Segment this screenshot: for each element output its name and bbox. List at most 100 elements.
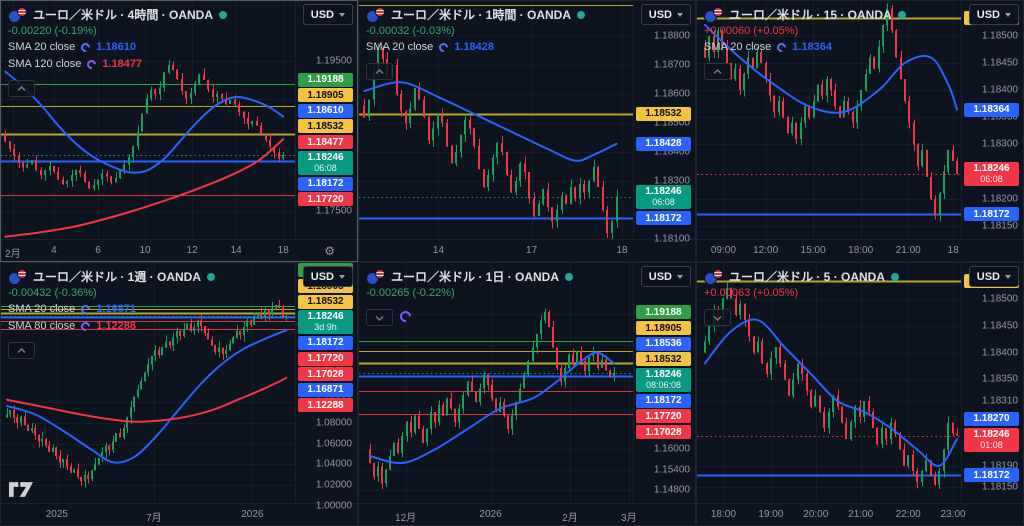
chevron-down-icon <box>375 315 384 321</box>
chart-title[interactable]: ユーロ／米ドル · 4時間 · OANDA <box>33 8 214 22</box>
chart-plot[interactable] <box>359 263 633 503</box>
time-axis[interactable]: 2025 7月 2026 <box>1 503 357 525</box>
indicator-label: SMA 20 close <box>8 41 76 53</box>
candles-svg <box>359 1 633 239</box>
currency-dropdown[interactable]: USD <box>302 266 353 287</box>
current-price-badge: 1.18246 06:08 <box>636 184 691 209</box>
price-badge: 1.16871 <box>298 382 353 397</box>
price-badge: 1.18428 <box>636 136 691 151</box>
price-badge: 1.17028 <box>298 367 353 382</box>
currency-dropdown[interactable]: USD <box>968 266 1019 287</box>
chart-title[interactable]: ユーロ／米ドル · 15 · OANDA <box>729 8 892 22</box>
indicator-value: 1.12288 <box>96 320 137 332</box>
indicator-value: 1.16871 <box>96 303 137 315</box>
indicator-row[interactable]: SMA 80 close 1.12288 <box>8 318 215 334</box>
chevron-down-icon <box>1005 274 1011 279</box>
chart-title[interactable]: ユーロ／米ドル · 1週 · OANDA <box>33 270 202 284</box>
price-badge: 1.19188 <box>636 305 691 320</box>
indicator-legend: SMA 20 close 1.18428 <box>366 39 585 55</box>
chart-plot[interactable] <box>1 1 295 239</box>
collapse-legend-button[interactable] <box>8 342 35 359</box>
indicator-loading-icon <box>79 319 93 333</box>
price-tick: 1.18350 <box>981 111 1018 123</box>
indicator-row[interactable]: SMA 20 close 1.18428 <box>366 39 585 55</box>
price-scale-settings-gear-icon[interactable]: ⚙ <box>324 244 335 258</box>
price-change: +0.00063 (+0.05%) <box>704 287 799 299</box>
chart-plot[interactable] <box>1 263 295 503</box>
price-tick: 1.15400 <box>653 464 690 476</box>
currency-dropdown[interactable]: USD <box>968 4 1019 25</box>
symbol-icon <box>366 6 385 23</box>
price-tick: 1.18150 <box>981 481 1018 493</box>
legend-fold-row <box>704 60 906 80</box>
time-label: 21:00 <box>895 245 921 256</box>
indicator-row[interactable]: SMA 20 close 1.18364 <box>704 39 906 55</box>
price-tick: 1.04000 <box>315 458 352 470</box>
price-scale[interactable]: 1.100001.080001.060001.040001.020001.000… <box>295 263 357 512</box>
currency-dropdown[interactable]: USD <box>302 4 353 25</box>
sma-lines <box>4 70 285 238</box>
chart-title[interactable]: ユーロ／米ドル · 1日 · OANDA <box>391 270 560 284</box>
indicator-value: 1.18477 <box>102 58 143 70</box>
price-tick: 1.18150 <box>981 220 1018 232</box>
collapse-legend-button[interactable] <box>366 63 393 80</box>
time-label: 12 <box>186 245 198 256</box>
price-badge: 1.18532 <box>298 294 353 309</box>
price-tick: 1.18350 <box>981 373 1018 385</box>
expand-legend-button[interactable] <box>704 309 731 326</box>
price-tick: 1.18500 <box>981 293 1018 305</box>
price-scale[interactable]: 1.18500 1.18450 1.18400 1.18350 1.18310 1.181… <box>961 263 1023 503</box>
price-badge: 1.18364 <box>964 102 1019 117</box>
symbol-icon <box>8 268 27 285</box>
symbol-icon <box>366 268 385 285</box>
chart-panel-15m: 1.18500 1.18450 1.18400 1.18350 1.18300 1.182… <box>696 0 1024 262</box>
time-label: 2026 <box>241 509 264 520</box>
candles-svg <box>697 1 961 239</box>
time-axis[interactable]: 18:00 19:00 20:00 21:00 22:00 23:00 <box>697 503 1023 525</box>
market-open-dot <box>897 10 906 19</box>
time-label: 18 <box>947 245 959 256</box>
collapse-legend-button[interactable] <box>8 80 35 97</box>
price-scale[interactable]: 1.18800 1.18700 1.18600 1.18500 1.18400 1.183… <box>633 1 695 245</box>
price-badge: 1.17720 <box>298 351 353 366</box>
candles <box>704 3 958 222</box>
price-tick: 1.18700 <box>653 59 690 71</box>
indicator-value: 1.18428 <box>454 41 495 53</box>
time-label: 14 <box>432 245 445 256</box>
price-tick: 1.17500 <box>315 205 352 217</box>
price-tick: 1.18400 <box>653 146 690 158</box>
chart-title[interactable]: ユーロ／米ドル · 1時間 · OANDA <box>391 8 572 22</box>
expand-legend-button[interactable] <box>366 309 393 326</box>
price-change: -0.00265 (-0.22%) <box>366 287 455 299</box>
price-tick: 1.18450 <box>981 320 1018 332</box>
price-scale[interactable]: 1.195001.190001.175001.191881.189051.186… <box>295 1 357 239</box>
price-badge: 1.12288 <box>298 398 353 413</box>
price-scale[interactable]: 1.200001.160001.154001.148001.191881.189… <box>633 263 695 503</box>
time-label: 2026 <box>479 509 502 520</box>
sma-line <box>5 329 288 464</box>
level-lines <box>697 17 961 216</box>
chart-plot[interactable] <box>359 1 633 239</box>
price-tick: 1.08000 <box>315 417 352 429</box>
collapse-legend-button[interactable] <box>704 63 731 80</box>
price-scale[interactable]: 1.18500 1.18450 1.18400 1.18350 1.18300 1.182… <box>961 1 1023 239</box>
time-axis[interactable]: 09:00 12:00 15:00 18:00 21:00 18 <box>697 239 1023 261</box>
sma-line <box>703 318 959 467</box>
currency-dropdown[interactable]: USD <box>640 266 691 287</box>
indicator-label: SMA 20 close <box>8 303 76 315</box>
currency-dropdown[interactable]: USD <box>640 4 691 25</box>
time-axis[interactable]: 12月 2026 2月 3月 <box>359 503 695 525</box>
price-badge: 1.18172 <box>636 211 691 226</box>
price-badge: 1.17720 <box>636 409 691 424</box>
indicator-row[interactable]: SMA 20 close 1.16871 <box>8 301 215 317</box>
indicator-row[interactable]: SMA 120 close 1.18477 <box>8 56 227 72</box>
time-axis[interactable]: 2月 4 6 10 12 14 18 <box>1 239 357 261</box>
time-axis[interactable]: 14 17 18 <box>359 239 695 261</box>
candles <box>6 300 287 488</box>
price-tick: 1.18310 <box>981 395 1018 407</box>
indicator-row[interactable]: SMA 20 close 1.18610 <box>8 39 227 55</box>
indicator-label: SMA 20 close <box>704 41 772 53</box>
chart-title[interactable]: ユーロ／米ドル · 5 · OANDA <box>729 270 886 284</box>
chart-plot[interactable] <box>697 1 961 239</box>
